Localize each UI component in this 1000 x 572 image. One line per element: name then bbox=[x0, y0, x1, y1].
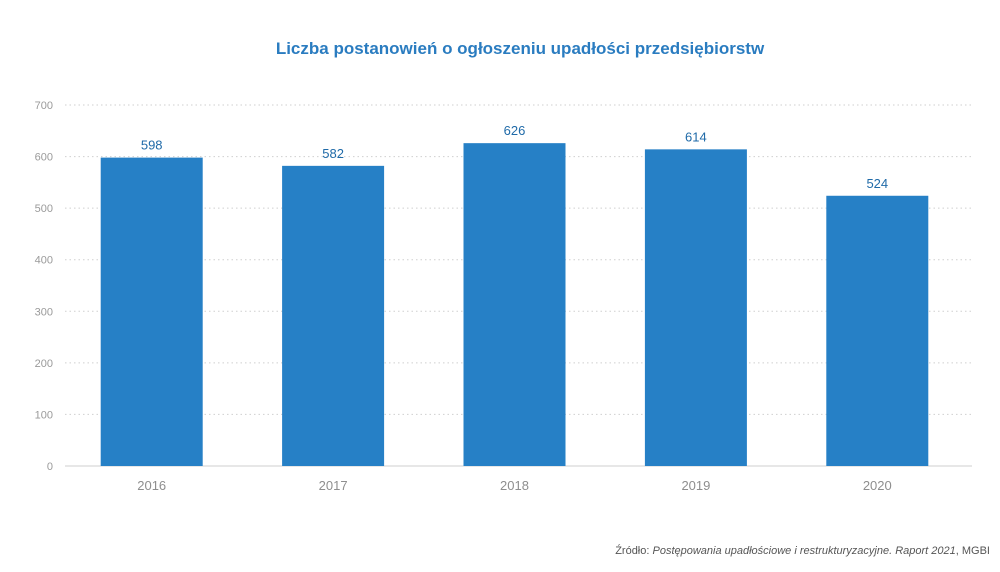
x-axis-ticks: 2016 2017 2018 2019 2020 bbox=[137, 478, 892, 493]
y-tick-label: 600 bbox=[35, 152, 53, 164]
data-label: 524 bbox=[866, 176, 888, 191]
y-tick-label: 0 bbox=[47, 461, 53, 473]
bars bbox=[100, 143, 929, 467]
x-tick-label: 2018 bbox=[500, 478, 529, 493]
x-tick-label: 2019 bbox=[681, 478, 710, 493]
y-tick-label: 400 bbox=[35, 255, 53, 267]
y-tick-label: 200 bbox=[35, 358, 53, 370]
bar bbox=[644, 149, 747, 466]
source-report-title: Postępowania upadłościowe i restrukturyz… bbox=[652, 545, 956, 557]
chart-title: Liczba postanowień o ogłoszeniu upadłośc… bbox=[276, 39, 765, 58]
bar bbox=[282, 165, 385, 466]
y-tick-label: 100 bbox=[35, 409, 53, 421]
bar bbox=[826, 195, 929, 466]
source-note: Źródło: Postępowania upadłościowe i rest… bbox=[615, 545, 990, 557]
source-prefix: Źródło: bbox=[615, 545, 653, 557]
bar bbox=[463, 143, 566, 467]
y-tick-label: 700 bbox=[35, 100, 53, 112]
data-labels: 598 582 626 614 524 bbox=[141, 123, 888, 191]
data-label: 582 bbox=[322, 146, 344, 161]
x-tick-label: 2016 bbox=[137, 478, 166, 493]
y-axis-ticks: 0 100 200 300 400 500 600 700 bbox=[35, 100, 53, 473]
x-tick-label: 2017 bbox=[319, 478, 348, 493]
y-tick-label: 300 bbox=[35, 306, 53, 318]
data-label: 626 bbox=[504, 123, 526, 138]
source-publisher: , MGBI bbox=[955, 545, 990, 557]
x-tick-label: 2020 bbox=[863, 478, 892, 493]
data-label: 614 bbox=[685, 129, 707, 144]
y-tick-label: 500 bbox=[35, 203, 53, 215]
data-label: 598 bbox=[141, 138, 163, 153]
bar bbox=[100, 157, 203, 467]
